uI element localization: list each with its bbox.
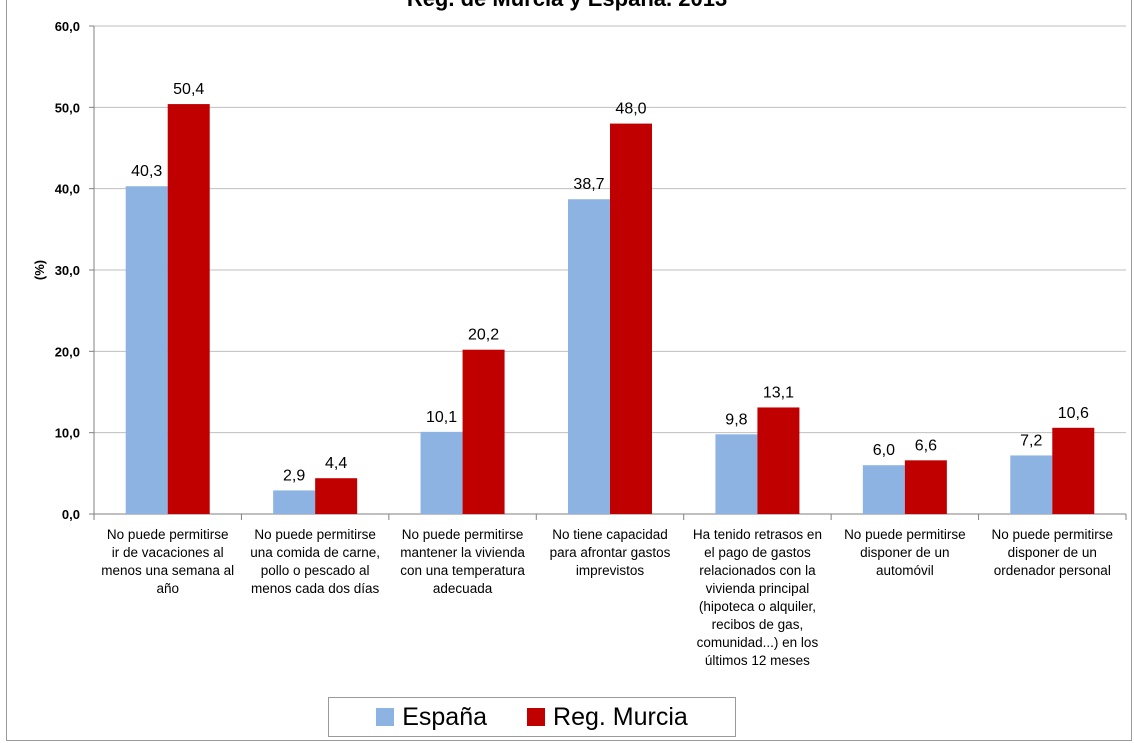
bar-murcia [610, 123, 652, 514]
chart-title: Reg. de Murcia y España. 2013 [0, 0, 1134, 12]
category-label-line: automóvil [875, 563, 934, 578]
category-label-line: para afrontar gastos [549, 545, 671, 560]
bar-espana [420, 431, 463, 514]
y-tick-label: 0,0 [62, 507, 80, 522]
category-label-line: relacionados con la [699, 563, 816, 578]
category-label-line: menos cada dos días [250, 581, 380, 596]
bar-espana [862, 465, 905, 514]
data-label: 4,4 [325, 455, 347, 472]
y-tick-label: 20,0 [55, 344, 80, 359]
data-label: 48,0 [615, 101, 646, 118]
bar-espana [568, 199, 610, 515]
category-label-line: No tiene capacidad [552, 527, 668, 542]
data-label: 6,6 [915, 437, 937, 454]
y-tick-label: 30,0 [55, 263, 80, 278]
category-label-line: No puede permitirse [991, 527, 1114, 542]
data-label: 38,7 [573, 176, 604, 193]
data-label: 50,4 [173, 81, 204, 98]
legend-label-espana: España [402, 702, 488, 731]
bar-espana [125, 186, 168, 514]
legend-swatch-murcia [527, 708, 546, 726]
data-label: 10,6 [1058, 405, 1089, 422]
category-label: No puede permitirse una comida de carne, p… [242, 526, 388, 598]
legend-item-murcia: Reg. Murcia [527, 703, 688, 732]
category-label-line: una comida de carne, [250, 545, 381, 560]
category-label: No puede permitirse disponer de un ordenad… [979, 526, 1125, 580]
category-label-line: pollo o pescado al [260, 563, 370, 578]
category-label-line: últimos 12 meses [704, 653, 810, 668]
data-label: 20,2 [468, 327, 499, 344]
data-label: 13,1 [763, 384, 794, 401]
category-label-line: ordenador personal [993, 563, 1111, 578]
bar-murcia [462, 349, 505, 514]
y-tick-label: 50,0 [55, 100, 80, 115]
category-label-line: ir de vacaciones al [111, 545, 224, 560]
data-label: 10,1 [426, 409, 457, 426]
y-axis-label: (%) [32, 260, 47, 280]
category-label-line: con una temperatura [400, 563, 525, 578]
category-label-line: imprevistos [575, 563, 645, 578]
category-label: No puede permitirse disponer de un automóv… [832, 526, 978, 580]
category-label-line: adecuada [432, 581, 493, 596]
bar-espana [273, 490, 316, 514]
bar-murcia [757, 407, 800, 514]
legend-swatch-espana [376, 708, 395, 726]
category-label-line: el pago de gastos [704, 545, 811, 560]
data-label: 9,8 [725, 411, 747, 428]
category-label-line: mantener la vivienda [400, 545, 525, 560]
category-label-line: menos una semana al [101, 563, 235, 578]
category-label-line: comunidad...) en los [696, 635, 819, 650]
category-label-line: vivienda principal [705, 581, 810, 596]
category-label-line: No puede permitirse [401, 527, 524, 542]
data-label: 40,3 [131, 163, 162, 180]
data-label: 6,0 [873, 442, 895, 459]
legend-item-espana: España [376, 703, 487, 732]
category-label-line: recibos de gas, [711, 617, 804, 632]
bar-murcia [167, 104, 210, 514]
legend-label-murcia: Reg. Murcia [553, 702, 688, 731]
bar-murcia [315, 478, 358, 514]
category-label-line: No puede permitirse [106, 527, 229, 542]
category-label: No tiene capacidad para afrontar gastos im… [537, 526, 683, 580]
bar-espana [715, 434, 758, 514]
chart-frame [6, 0, 1132, 741]
legend: España Reg. Murcia [328, 697, 736, 737]
category-label-line: disponer de un [1007, 545, 1097, 560]
category-label-line: Ha tenido retrasos en [692, 527, 822, 542]
category-label: No puede permitirse mantener la vivienda c… [390, 526, 536, 598]
bar-espana [1010, 455, 1053, 514]
bar-chart: 0,0 10,0 20,0 30,0 40,0 50,0 60,0 (%) 40,3 2,9 10,… [32, 19, 1127, 522]
category-label-line: año [156, 581, 179, 596]
bar-murcia [1052, 427, 1095, 514]
bar-murcia [904, 460, 947, 514]
category-label: Ha tenido retrasos en el pago de gastos re… [684, 526, 830, 670]
category-label-line: (hipoteca o alquiler, [698, 599, 816, 614]
y-tick-label: 60,0 [55, 19, 80, 34]
category-label: No puede permitirse ir de vacaciones al me… [95, 526, 241, 598]
data-label: 2,9 [283, 467, 305, 484]
y-tick-label: 40,0 [55, 182, 80, 197]
data-label: 7,2 [1020, 432, 1042, 449]
category-label-line: No puede permitirse [254, 527, 376, 542]
category-label-line: disponer de un [860, 545, 950, 560]
category-label-line: No puede permitirse [844, 527, 966, 542]
y-tick-label: 10,0 [55, 426, 80, 441]
